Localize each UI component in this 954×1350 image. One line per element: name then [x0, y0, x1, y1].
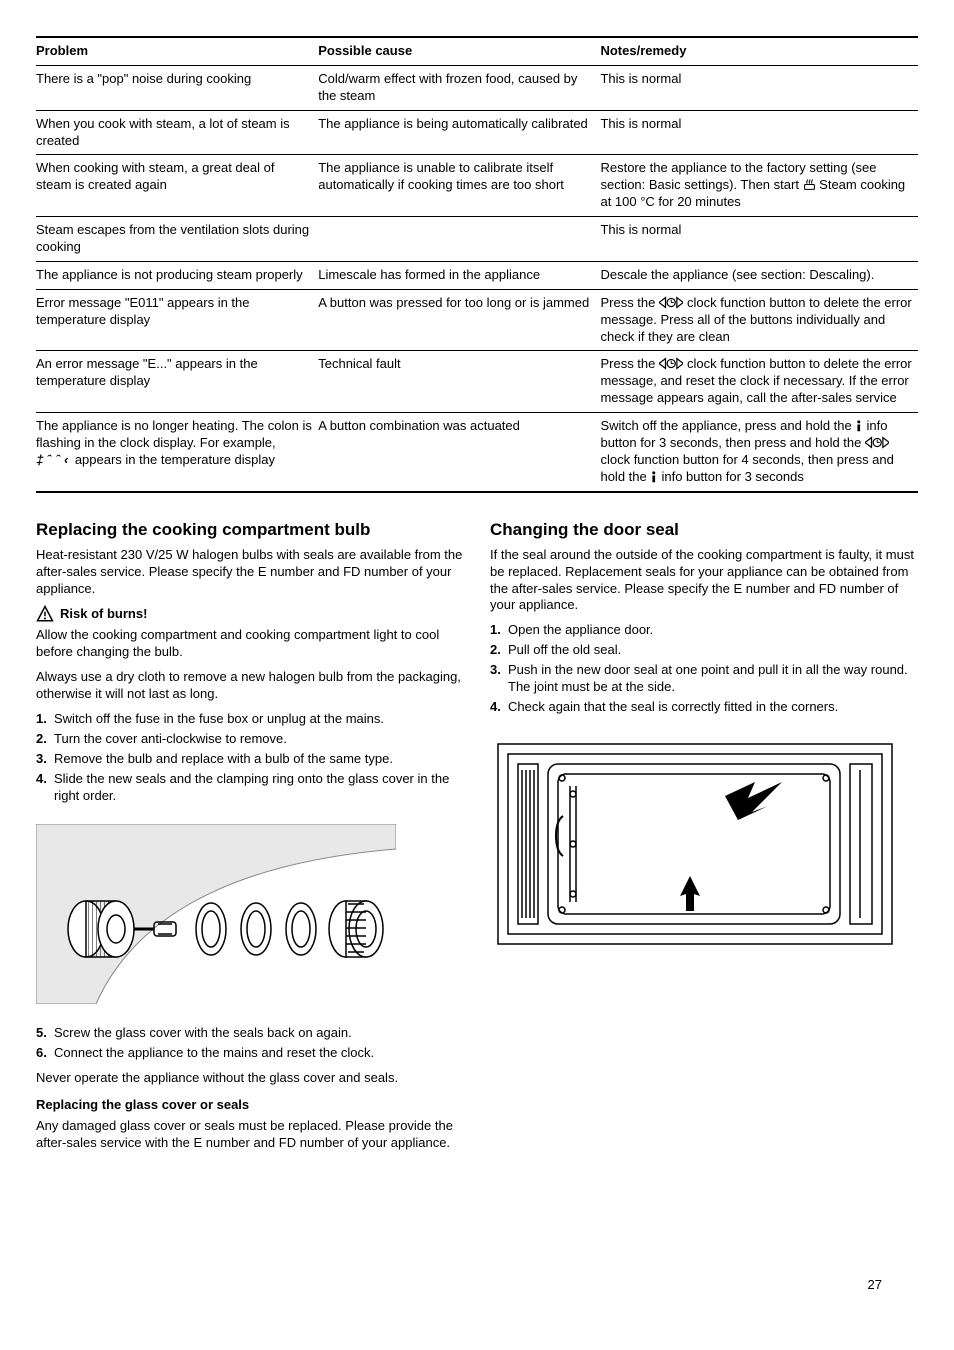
cell-cause: The appliance is unable to calibrate its…	[318, 155, 600, 217]
cell-remedy: This is normal	[600, 65, 918, 110]
figure-bulb-assembly	[36, 824, 396, 1004]
step-number: 4.	[36, 771, 47, 788]
table-row: The appliance is no longer heating. The …	[36, 413, 918, 492]
cell-problem: Steam escapes from the ventilation slots…	[36, 217, 318, 262]
bulb-steps-post: 5.Screw the glass cover with the seals b…	[36, 1025, 464, 1062]
step-number: 4.	[490, 699, 501, 716]
list-item: 2.Turn the cover anti-clockwise to remov…	[36, 731, 464, 748]
cell-problem: An error message "E..." appears in the t…	[36, 351, 318, 413]
cell-cause: Cold/warm effect with frozen food, cause…	[318, 65, 600, 110]
cell-remedy: This is normal	[600, 217, 918, 262]
cell-problem: The appliance is not producing steam pro…	[36, 261, 318, 289]
segment-display: ‡ˆˆ‹	[36, 453, 71, 468]
list-item: 1.Open the appliance door.	[490, 622, 918, 639]
table-row: An error message "E..." appears in the t…	[36, 351, 918, 413]
heading-replace-bulb: Replacing the cooking compartment bulb	[36, 519, 464, 541]
cell-remedy: This is normal	[600, 110, 918, 155]
cell-problem: When you cook with steam, a lot of steam…	[36, 110, 318, 155]
cell-cause: A button was pressed for too long or is …	[318, 289, 600, 351]
right-column: Changing the door seal If the seal aroun…	[490, 511, 918, 1160]
table-row: Error message "E011" appears in the temp…	[36, 289, 918, 351]
list-item: 3.Push in the new door seal at one point…	[490, 662, 918, 696]
cell-cause: A button combination was actuated	[318, 413, 600, 492]
step-number: 1.	[36, 711, 47, 728]
cell-problem: Error message "E011" appears in the temp…	[36, 289, 318, 351]
steam-icon	[803, 178, 816, 191]
cell-cause: Limescale has formed in the appliance	[318, 261, 600, 289]
table-row: When cooking with steam, a great deal of…	[36, 155, 918, 217]
th-cause: Possible cause	[318, 37, 600, 65]
list-item: 6.Connect the appliance to the mains and…	[36, 1045, 464, 1062]
clock-arrows-icon	[659, 296, 683, 309]
list-item: 4.Check again that the seal is correctly…	[490, 699, 918, 716]
cell-cause: Technical fault	[318, 351, 600, 413]
cell-remedy: Press the clock function button to delet…	[600, 289, 918, 351]
cell-remedy: Restore the appliance to the factory set…	[600, 155, 918, 217]
cell-cause: The appliance is being automatically cal…	[318, 110, 600, 155]
replace-cover-text: Any damaged glass cover or seals must be…	[36, 1118, 464, 1152]
door-seal-steps: 1.Open the appliance door. 2.Pull off the…	[490, 622, 918, 715]
bulb-steps-pre: 1.Switch off the fuse in the fuse box or…	[36, 711, 464, 804]
list-item: 5.Screw the glass cover with the seals b…	[36, 1025, 464, 1042]
list-item: 4.Slide the new seals and the clamping r…	[36, 771, 464, 805]
th-problem: Problem	[36, 37, 318, 65]
info-icon	[855, 420, 863, 432]
heading-replace-cover: Replacing the glass cover or seals	[36, 1097, 464, 1114]
cell-remedy: Press the clock function button to delet…	[600, 351, 918, 413]
step-number: 3.	[490, 662, 501, 679]
heading-door-seal: Changing the door seal	[490, 519, 918, 541]
table-row: There is a "pop" noise during cookingCol…	[36, 65, 918, 110]
step-number: 1.	[490, 622, 501, 639]
warning-row: Risk of burns!	[36, 605, 464, 623]
step-number: 3.	[36, 751, 47, 768]
cell-problem: There is a "pop" noise during cooking	[36, 65, 318, 110]
bulb-note: Always use a dry cloth to remove a new h…	[36, 669, 464, 703]
th-remedy: Notes/remedy	[600, 37, 918, 65]
step-number: 2.	[36, 731, 47, 748]
list-item: 2.Pull off the old seal.	[490, 642, 918, 659]
page-number: 27	[868, 1277, 882, 1294]
clock-arrows-icon	[659, 357, 683, 370]
cell-problem: When cooking with steam, a great deal of…	[36, 155, 318, 217]
step-number: 5.	[36, 1025, 47, 1042]
door-seal-intro: If the seal around the outside of the co…	[490, 547, 918, 615]
list-item: 1.Switch off the fuse in the fuse box or…	[36, 711, 464, 728]
warning-text: Allow the cooking compartment and cookin…	[36, 627, 464, 661]
cell-cause	[318, 217, 600, 262]
list-item: 3.Remove the bulb and replace with a bul…	[36, 751, 464, 768]
troubleshooting-table: Problem Possible cause Notes/remedy Ther…	[36, 36, 918, 493]
warning-icon	[36, 605, 54, 623]
clock-arrows-icon	[865, 436, 889, 449]
step-number: 2.	[490, 642, 501, 659]
bulb-intro: Heat-resistant 230 V/25 W halogen bulbs …	[36, 547, 464, 598]
table-row: The appliance is not producing steam pro…	[36, 261, 918, 289]
cell-remedy: Switch off the appliance, press and hold…	[600, 413, 918, 492]
left-column: Replacing the cooking compartment bulb H…	[36, 511, 464, 1160]
cell-problem: The appliance is no longer heating. The …	[36, 413, 318, 492]
bulb-never: Never operate the appliance without the …	[36, 1070, 464, 1087]
warning-label: Risk of burns!	[60, 606, 147, 623]
cell-remedy: Descale the appliance (see section: Desc…	[600, 261, 918, 289]
table-row: Steam escapes from the ventilation slots…	[36, 217, 918, 262]
step-number: 6.	[36, 1045, 47, 1062]
table-row: When you cook with steam, a lot of steam…	[36, 110, 918, 155]
figure-door-seal	[490, 736, 900, 956]
info-icon	[650, 471, 658, 483]
